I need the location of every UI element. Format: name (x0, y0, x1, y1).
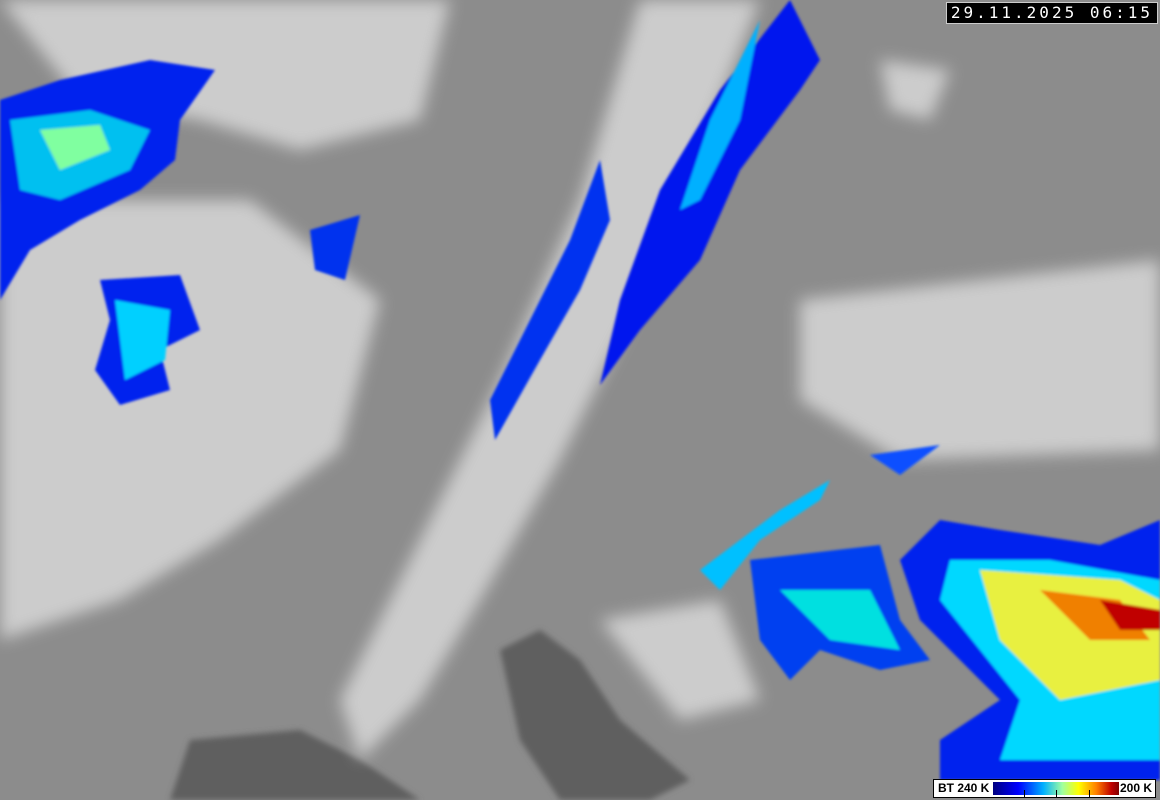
timestamp-label: 29.11.2025 06:15 (945, 2, 1158, 24)
high-clouds-white (0, 0, 1160, 760)
legend-tick (1024, 790, 1025, 797)
cold-cloud-tops (0, 0, 1160, 780)
legend-color-bar (993, 782, 1119, 797)
brightness-temperature-legend: BT 240 K 200 K (933, 779, 1156, 798)
sea-areas (170, 630, 690, 800)
legend-low-label: BT 240 K (938, 781, 990, 795)
legend-high-label: 200 K (1119, 781, 1152, 795)
legend-tick (1056, 790, 1057, 797)
legend-tick (1089, 790, 1090, 797)
